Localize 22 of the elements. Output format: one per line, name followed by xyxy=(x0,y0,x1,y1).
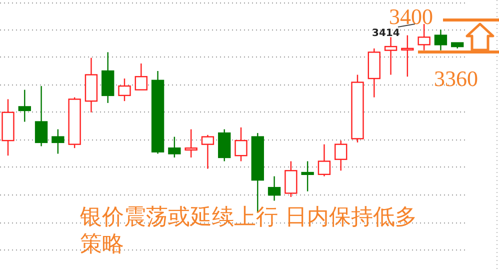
candlestick xyxy=(18,89,31,122)
candlestick xyxy=(234,126,248,162)
candlestick xyxy=(301,160,314,192)
candlestick xyxy=(52,128,64,154)
candlestick xyxy=(434,29,448,51)
candlestick xyxy=(134,62,148,90)
annotation: 3414 xyxy=(372,28,400,39)
candlestick xyxy=(118,78,131,102)
candlestick xyxy=(384,36,398,76)
candlestick xyxy=(318,144,331,177)
candlestick xyxy=(34,85,48,147)
candlestick xyxy=(184,128,198,158)
annotation: 3400 xyxy=(389,4,433,29)
annotation: 3360 xyxy=(434,66,478,92)
annotation: 银价震荡或延续上行 日内保持低多策略 xyxy=(80,204,418,258)
candlestick xyxy=(268,176,281,202)
candlestick xyxy=(168,136,181,158)
candlestick xyxy=(284,160,298,198)
candlestick xyxy=(334,140,348,172)
candlestick xyxy=(418,24,430,51)
candlestick xyxy=(201,134,214,170)
candlestick xyxy=(401,34,414,78)
